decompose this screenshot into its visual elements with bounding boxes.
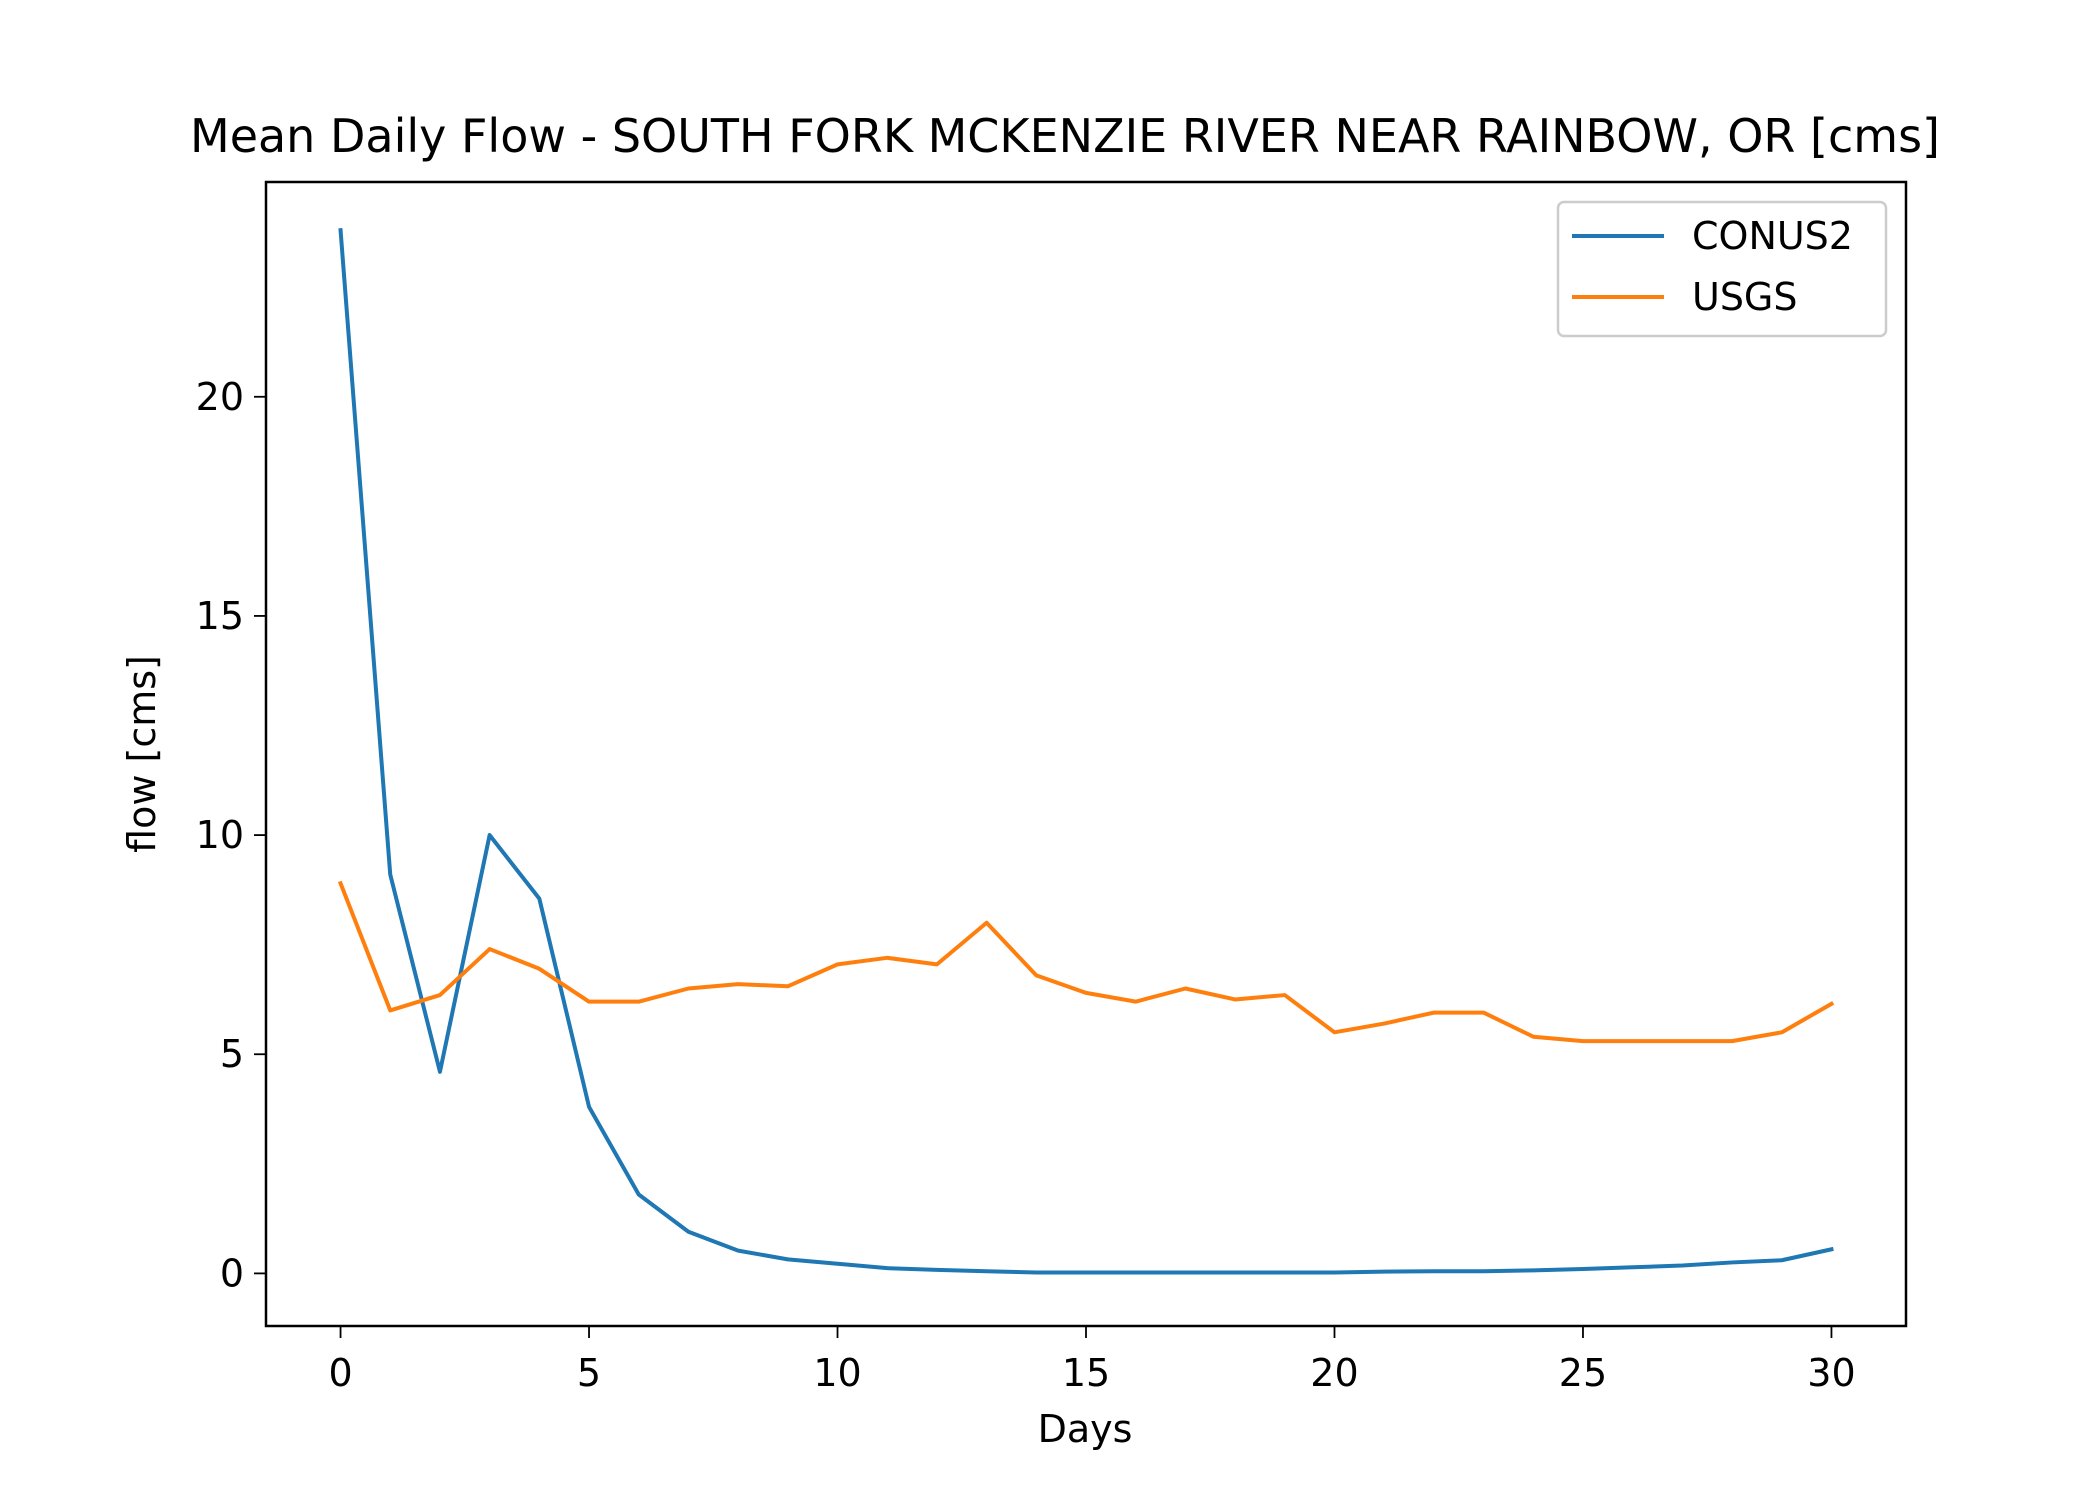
series-line-usgs	[337, 880, 1835, 1044]
legend: CONUS2 USGS	[1556, 200, 1888, 338]
x-tick-label: 10	[813, 1351, 861, 1395]
y-axis-ticks: 0 5 10 15 20	[196, 375, 266, 1295]
legend-label-conus2: CONUS2	[1692, 214, 1853, 258]
y-axis-label: flow [cms]	[120, 655, 164, 853]
x-tick-label: 20	[1310, 1351, 1358, 1395]
y-tick-label: 20	[196, 375, 244, 419]
plot-series	[337, 228, 1835, 1275]
x-tick-label: 0	[328, 1351, 352, 1395]
y-tick-label: 5	[220, 1032, 244, 1076]
legend-label-usgs: USGS	[1692, 275, 1798, 319]
x-axis-ticks: 0 5 10 15 20 25 30	[328, 1326, 1856, 1395]
x-tick-label: 30	[1807, 1351, 1855, 1395]
y-tick-label: 0	[220, 1251, 244, 1295]
series-line-conus2	[338, 228, 1834, 1275]
y-tick-label: 15	[196, 594, 244, 638]
plot-frame	[264, 180, 1908, 1328]
chart-title: Mean Daily Flow - SOUTH FORK MCKENZIE RI…	[190, 109, 1940, 163]
x-tick-label: 25	[1559, 1351, 1607, 1395]
y-tick-label: 10	[196, 813, 244, 857]
x-tick-label: 15	[1062, 1351, 1110, 1395]
x-axis-label: Days	[1038, 1407, 1133, 1451]
x-tick-label: 5	[577, 1351, 601, 1395]
